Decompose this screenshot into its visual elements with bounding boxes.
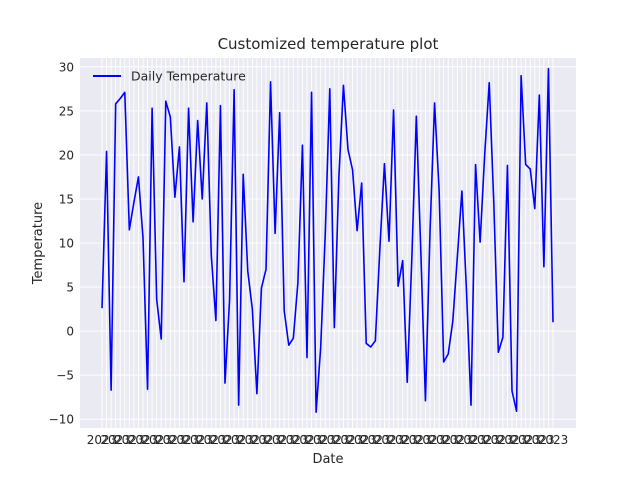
- y-tick-label: −5: [56, 369, 74, 383]
- series-line-daily-temperature: [101, 67, 554, 413]
- y-tick-label: 20: [59, 148, 74, 162]
- x-tick-label: 2023: [264, 433, 295, 447]
- x-tick-label: 2023: [141, 433, 172, 447]
- y-tick-label: 30: [59, 60, 74, 74]
- chart-title: Customized temperature plot: [218, 35, 439, 53]
- x-tick-labels: 2023202320232023202320232023202320232023…: [87, 433, 569, 447]
- x-tick-label: 2023: [333, 433, 364, 447]
- x-tick-label: 2023: [469, 433, 500, 447]
- x-tick-label: 2023: [100, 433, 131, 447]
- x-tick-label: 2023: [182, 433, 213, 447]
- x-tick-label: 2023: [237, 433, 268, 447]
- x-tick-label: 2023: [210, 433, 241, 447]
- x-tick-label: 2023: [456, 433, 487, 447]
- series-lines: [101, 67, 554, 413]
- x-tick-label: 2023: [319, 433, 350, 447]
- x-tick-label: 2023: [87, 433, 118, 447]
- x-tick-label: 2023: [401, 433, 432, 447]
- legend-label: Daily Temperature: [131, 69, 246, 84]
- x-tick-label: 2023: [128, 433, 159, 447]
- x-tick-label: 2023: [278, 433, 309, 447]
- y-tick-labels: −10 −5 0 5 10 15 20 25 30: [49, 60, 74, 426]
- x-tick-label: 2023: [428, 433, 459, 447]
- x-tick-label: 2023: [387, 433, 418, 447]
- x-tick-label: 2023: [483, 433, 514, 447]
- x-tick-label: 2023: [251, 433, 282, 447]
- x-tick-label: 2023: [497, 433, 528, 447]
- x-tick-label: 2023: [524, 433, 555, 447]
- x-tick-label: 2023: [538, 433, 569, 447]
- x-tick-label: 2023: [442, 433, 473, 447]
- y-tick-label: 5: [66, 281, 74, 295]
- y-tick-label: 15: [59, 192, 74, 206]
- x-tick-label: 2023: [169, 433, 200, 447]
- y-tick-label: 0: [66, 325, 74, 339]
- y-axis-title: Temperature: [31, 202, 46, 285]
- y-tick-label: 10: [59, 237, 74, 251]
- x-axis-title: Date: [312, 452, 343, 467]
- x-tick-label: 2023: [223, 433, 254, 447]
- x-tick-label: 2023: [155, 433, 186, 447]
- x-tick-label: 2023: [360, 433, 391, 447]
- x-tick-label: 2023: [510, 433, 541, 447]
- x-tick-label: 2023: [292, 433, 323, 447]
- x-tick-label: 2023: [196, 433, 227, 447]
- legend: Daily Temperature: [93, 69, 246, 84]
- x-tick-label: 2023: [374, 433, 405, 447]
- y-tick-label: 25: [59, 104, 74, 118]
- y-tick-label: −10: [49, 413, 74, 427]
- x-tick-label: 2023: [346, 433, 377, 447]
- x-tick-label: 2023: [114, 433, 145, 447]
- x-tick-label: 2023: [305, 433, 336, 447]
- x-tick-label: 2023: [415, 433, 446, 447]
